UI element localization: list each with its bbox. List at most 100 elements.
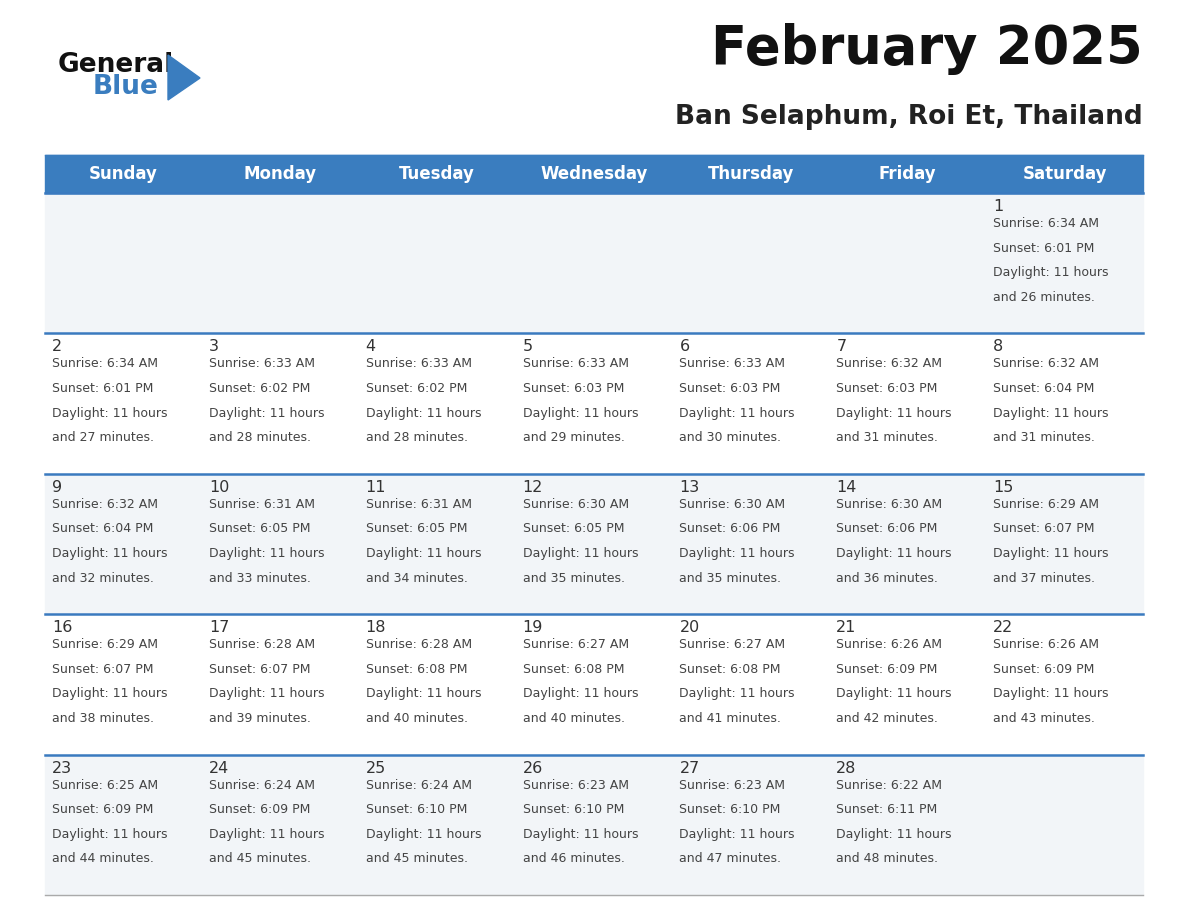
Text: Daylight: 11 hours: Daylight: 11 hours <box>209 407 324 420</box>
Text: Daylight: 11 hours: Daylight: 11 hours <box>523 407 638 420</box>
Text: Sunset: 6:10 PM: Sunset: 6:10 PM <box>680 803 781 816</box>
Text: Friday: Friday <box>879 165 936 183</box>
Text: Sunset: 6:03 PM: Sunset: 6:03 PM <box>836 382 937 395</box>
Text: Sunrise: 6:28 AM: Sunrise: 6:28 AM <box>366 638 472 651</box>
Text: Thursday: Thursday <box>708 165 794 183</box>
Text: 18: 18 <box>366 621 386 635</box>
Text: 16: 16 <box>52 621 72 635</box>
Text: 17: 17 <box>209 621 229 635</box>
Text: Sunrise: 6:34 AM: Sunrise: 6:34 AM <box>52 357 158 370</box>
Bar <box>45 474 1143 614</box>
Text: Wednesday: Wednesday <box>541 165 647 183</box>
Text: Sunset: 6:06 PM: Sunset: 6:06 PM <box>836 522 937 535</box>
Text: 15: 15 <box>993 480 1013 495</box>
Text: Sunset: 6:01 PM: Sunset: 6:01 PM <box>52 382 153 395</box>
Text: Sunrise: 6:23 AM: Sunrise: 6:23 AM <box>680 778 785 791</box>
Text: Daylight: 11 hours: Daylight: 11 hours <box>993 688 1108 700</box>
Text: and 28 minutes.: and 28 minutes. <box>209 431 311 444</box>
Text: Sunrise: 6:32 AM: Sunrise: 6:32 AM <box>836 357 942 370</box>
Text: Daylight: 11 hours: Daylight: 11 hours <box>366 547 481 560</box>
Text: Daylight: 11 hours: Daylight: 11 hours <box>680 828 795 841</box>
Text: 13: 13 <box>680 480 700 495</box>
Text: and 38 minutes.: and 38 minutes. <box>52 712 154 725</box>
Text: Sunset: 6:10 PM: Sunset: 6:10 PM <box>366 803 467 816</box>
Text: Sunset: 6:05 PM: Sunset: 6:05 PM <box>523 522 624 535</box>
Text: Sunrise: 6:23 AM: Sunrise: 6:23 AM <box>523 778 628 791</box>
Text: and 40 minutes.: and 40 minutes. <box>366 712 468 725</box>
Text: 28: 28 <box>836 761 857 776</box>
Text: Saturday: Saturday <box>1023 165 1107 183</box>
Text: 11: 11 <box>366 480 386 495</box>
Text: 12: 12 <box>523 480 543 495</box>
Text: and 31 minutes.: and 31 minutes. <box>993 431 1095 444</box>
Text: Sunset: 6:02 PM: Sunset: 6:02 PM <box>209 382 310 395</box>
Text: 22: 22 <box>993 621 1013 635</box>
Text: Sunset: 6:07 PM: Sunset: 6:07 PM <box>993 522 1094 535</box>
Text: Sunrise: 6:34 AM: Sunrise: 6:34 AM <box>993 217 1099 230</box>
Text: Sunrise: 6:26 AM: Sunrise: 6:26 AM <box>993 638 1099 651</box>
Text: General: General <box>58 52 175 78</box>
Text: Sunrise: 6:24 AM: Sunrise: 6:24 AM <box>366 778 472 791</box>
Text: Sunset: 6:05 PM: Sunset: 6:05 PM <box>366 522 467 535</box>
Text: 9: 9 <box>52 480 62 495</box>
Text: and 37 minutes.: and 37 minutes. <box>993 572 1095 585</box>
Text: Sunrise: 6:26 AM: Sunrise: 6:26 AM <box>836 638 942 651</box>
Text: Sunset: 6:03 PM: Sunset: 6:03 PM <box>680 382 781 395</box>
Text: 23: 23 <box>52 761 72 776</box>
Text: Daylight: 11 hours: Daylight: 11 hours <box>836 547 952 560</box>
Text: Sunrise: 6:33 AM: Sunrise: 6:33 AM <box>209 357 315 370</box>
Text: and 33 minutes.: and 33 minutes. <box>209 572 311 585</box>
Text: Daylight: 11 hours: Daylight: 11 hours <box>993 266 1108 279</box>
Text: Daylight: 11 hours: Daylight: 11 hours <box>52 547 168 560</box>
Text: and 41 minutes.: and 41 minutes. <box>680 712 782 725</box>
Text: Daylight: 11 hours: Daylight: 11 hours <box>836 828 952 841</box>
Text: and 45 minutes.: and 45 minutes. <box>366 852 468 866</box>
Text: 26: 26 <box>523 761 543 776</box>
Text: Blue: Blue <box>93 74 159 100</box>
Text: Sunrise: 6:25 AM: Sunrise: 6:25 AM <box>52 778 158 791</box>
Text: 27: 27 <box>680 761 700 776</box>
Text: Sunset: 6:02 PM: Sunset: 6:02 PM <box>366 382 467 395</box>
Text: Daylight: 11 hours: Daylight: 11 hours <box>366 407 481 420</box>
Text: Sunset: 6:06 PM: Sunset: 6:06 PM <box>680 522 781 535</box>
Text: and 46 minutes.: and 46 minutes. <box>523 852 625 866</box>
Text: and 36 minutes.: and 36 minutes. <box>836 572 939 585</box>
Text: 24: 24 <box>209 761 229 776</box>
Text: and 45 minutes.: and 45 minutes. <box>209 852 311 866</box>
Text: Sunset: 6:01 PM: Sunset: 6:01 PM <box>993 241 1094 254</box>
Text: Sunset: 6:11 PM: Sunset: 6:11 PM <box>836 803 937 816</box>
Text: 7: 7 <box>836 340 846 354</box>
Text: Daylight: 11 hours: Daylight: 11 hours <box>52 688 168 700</box>
Text: Daylight: 11 hours: Daylight: 11 hours <box>209 828 324 841</box>
Text: and 29 minutes.: and 29 minutes. <box>523 431 625 444</box>
Text: Tuesday: Tuesday <box>399 165 475 183</box>
Text: and 35 minutes.: and 35 minutes. <box>523 572 625 585</box>
Text: Daylight: 11 hours: Daylight: 11 hours <box>836 688 952 700</box>
Text: Daylight: 11 hours: Daylight: 11 hours <box>209 547 324 560</box>
Text: Sunrise: 6:32 AM: Sunrise: 6:32 AM <box>993 357 1099 370</box>
Text: 19: 19 <box>523 621 543 635</box>
Text: Sunrise: 6:22 AM: Sunrise: 6:22 AM <box>836 778 942 791</box>
Text: 2: 2 <box>52 340 62 354</box>
Text: and 26 minutes.: and 26 minutes. <box>993 291 1095 304</box>
Text: Daylight: 11 hours: Daylight: 11 hours <box>523 547 638 560</box>
Text: and 31 minutes.: and 31 minutes. <box>836 431 939 444</box>
Text: 20: 20 <box>680 621 700 635</box>
Text: Sunset: 6:09 PM: Sunset: 6:09 PM <box>52 803 153 816</box>
Text: 8: 8 <box>993 340 1004 354</box>
Text: February 2025: February 2025 <box>712 23 1143 75</box>
Text: Daylight: 11 hours: Daylight: 11 hours <box>52 407 168 420</box>
Text: 1: 1 <box>993 199 1004 214</box>
Text: Sunday: Sunday <box>89 165 158 183</box>
Text: Daylight: 11 hours: Daylight: 11 hours <box>680 407 795 420</box>
Text: Sunset: 6:09 PM: Sunset: 6:09 PM <box>209 803 310 816</box>
Text: Sunrise: 6:30 AM: Sunrise: 6:30 AM <box>680 498 785 510</box>
Text: and 47 minutes.: and 47 minutes. <box>680 852 782 866</box>
Text: Sunrise: 6:29 AM: Sunrise: 6:29 AM <box>993 498 1099 510</box>
Text: Sunrise: 6:28 AM: Sunrise: 6:28 AM <box>209 638 315 651</box>
Text: and 42 minutes.: and 42 minutes. <box>836 712 939 725</box>
Text: Daylight: 11 hours: Daylight: 11 hours <box>680 688 795 700</box>
Text: Sunset: 6:05 PM: Sunset: 6:05 PM <box>209 522 310 535</box>
Text: Sunset: 6:08 PM: Sunset: 6:08 PM <box>366 663 467 676</box>
Text: Sunrise: 6:24 AM: Sunrise: 6:24 AM <box>209 778 315 791</box>
